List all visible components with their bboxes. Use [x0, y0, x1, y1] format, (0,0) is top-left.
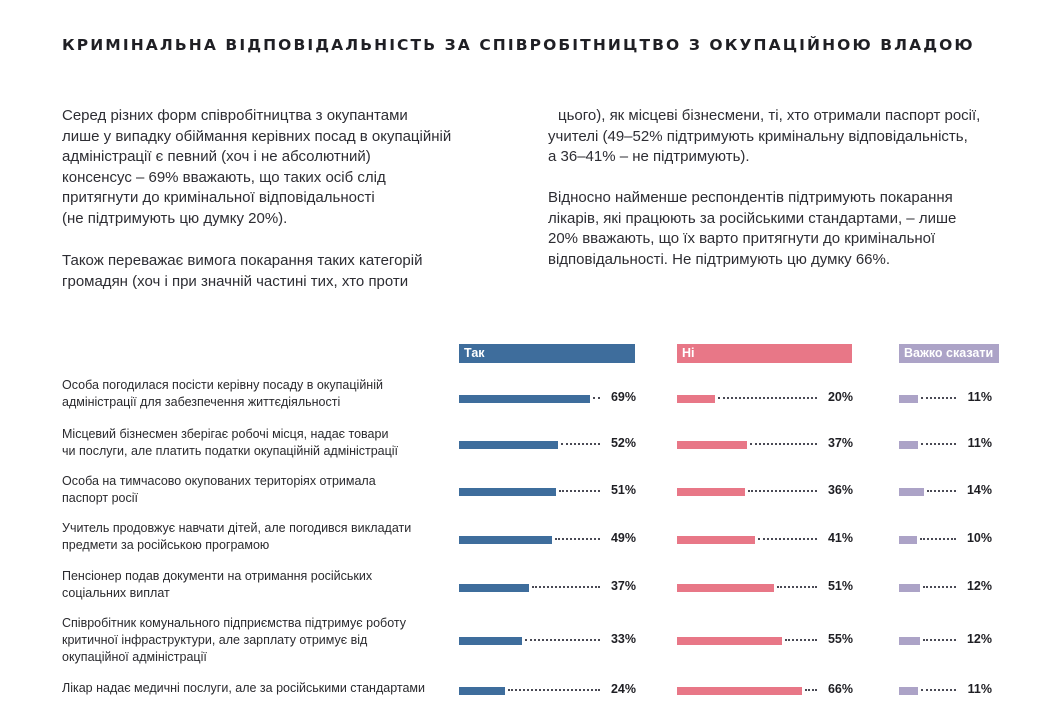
category-label: Співробітник комунального підприємства п…	[62, 616, 406, 664]
value-label-no: 66%	[827, 682, 853, 696]
bar-hard-to-say	[899, 488, 924, 496]
bar-yes	[459, 441, 558, 449]
bar-no	[677, 441, 748, 449]
legend-header-yes: Так	[459, 344, 635, 363]
leader-dots	[805, 689, 817, 691]
category-label: Пенсіонер подав документи на отримання р…	[62, 569, 373, 600]
value-label-hard-to-say: 14%	[966, 483, 992, 497]
leader-dots	[558, 490, 600, 492]
bar-hard-to-say	[899, 637, 920, 645]
text-paragraph-1: Серед різних форм співробітництва з окуп…	[62, 107, 452, 227]
leader-dots	[507, 689, 600, 691]
text-paragraph-3: цього), як місцеві бізнесмени, ті, хто о…	[548, 107, 981, 166]
value-label-no: 51%	[827, 579, 853, 593]
value-label-hard-to-say: 10%	[966, 531, 992, 545]
bar-hard-to-say	[899, 395, 919, 403]
leader-dots	[524, 639, 600, 641]
value-label-no: 20%	[827, 390, 853, 404]
leader-dots	[921, 443, 956, 445]
value-label-yes: 49%	[610, 531, 636, 545]
value-label-yes: 37%	[610, 579, 636, 593]
value-label-yes: 69%	[610, 390, 636, 404]
value-label-yes: 24%	[610, 682, 636, 696]
bar-yes	[459, 395, 591, 403]
bar-hard-to-say	[899, 687, 919, 695]
leader-dots	[532, 586, 600, 588]
category-label: Лікар надає медичні послуги, але за росі…	[62, 681, 425, 695]
value-label-yes: 52%	[610, 436, 636, 450]
value-label-no: 36%	[827, 483, 853, 497]
bar-no	[677, 395, 715, 403]
leader-dots	[923, 639, 956, 641]
bar-no	[677, 687, 803, 695]
value-label-yes: 51%	[610, 483, 636, 497]
leader-dots	[776, 586, 817, 588]
bar-hard-to-say	[899, 441, 919, 449]
category-label: Місцевий бізнесмен зберігає робочі місця…	[62, 427, 399, 458]
leader-dots	[718, 397, 817, 399]
leader-dots	[784, 639, 817, 641]
leader-dots	[750, 443, 817, 445]
text-paragraph-4: Відносно найменше респондентів підтримую…	[548, 189, 957, 268]
value-label-hard-to-say: 12%	[966, 579, 992, 593]
text-paragraph-2: Також переважає вимога покарання таких к…	[62, 252, 423, 290]
value-label-no: 41%	[827, 531, 853, 545]
leader-dots	[921, 397, 956, 399]
page-title: КРИМІНАЛЬНА ВІДПОВІДАЛЬНІСТЬ ЗА СПІВРОБІ…	[62, 36, 975, 54]
bar-yes	[459, 536, 553, 544]
leader-dots	[757, 538, 817, 540]
value-label-hard-to-say: 12%	[966, 632, 992, 646]
value-label-no: 55%	[827, 632, 853, 646]
bar-no	[677, 637, 782, 645]
leader-dots	[919, 538, 956, 540]
value-label-hard-to-say: 11%	[967, 436, 992, 450]
bar-hard-to-say	[899, 584, 920, 592]
leader-dots	[748, 490, 817, 492]
bar-no	[677, 536, 755, 544]
value-label-hard-to-say: 11%	[967, 390, 992, 404]
category-label: Особа на тимчасово окупованих територіях…	[62, 474, 376, 505]
bar-yes	[459, 488, 556, 496]
legend-header-no: Ні	[677, 344, 852, 363]
leader-dots	[593, 397, 600, 399]
value-label-no: 37%	[827, 436, 853, 450]
leader-dots	[923, 586, 956, 588]
category-label: Особа погодилася посісти керівну посаду …	[62, 378, 383, 409]
bar-yes	[459, 584, 530, 592]
bar-chart: Так Ні Важко сказати Особа погодилася посіс…	[0, 330, 1061, 720]
legend-header-hard-to-say: Важко сказати	[899, 344, 999, 363]
value-label-yes: 33%	[610, 632, 636, 646]
bar-no	[677, 488, 746, 496]
bar-no	[677, 584, 774, 592]
value-label-hard-to-say: 11%	[967, 682, 992, 696]
leader-dots	[560, 443, 600, 445]
leader-dots	[921, 689, 956, 691]
bar-yes	[459, 637, 522, 645]
leader-dots	[555, 538, 600, 540]
leader-dots	[926, 490, 956, 492]
bar-yes	[459, 687, 505, 695]
category-label: Учитель продовжує навчати дітей, але пог…	[62, 521, 412, 552]
bar-hard-to-say	[899, 536, 917, 544]
